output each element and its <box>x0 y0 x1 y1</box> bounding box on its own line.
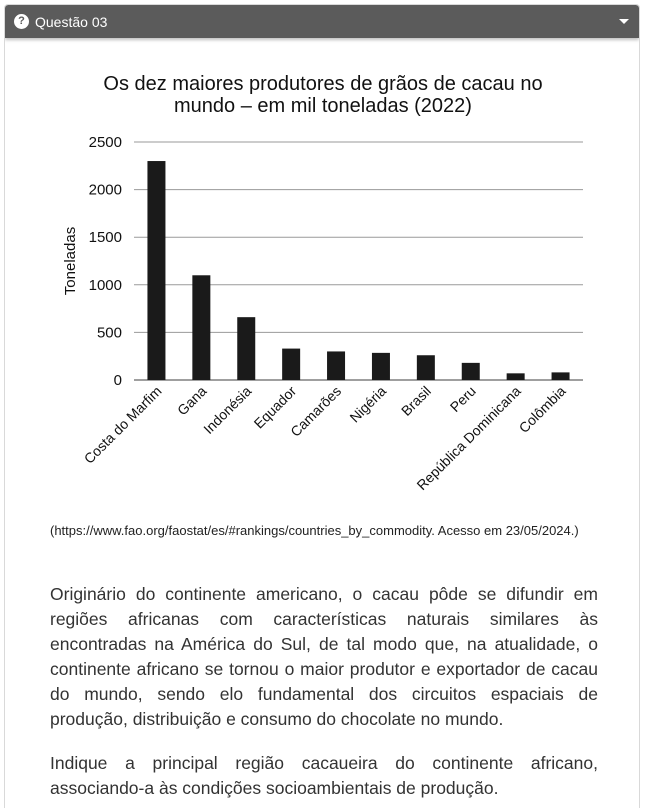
bar <box>327 351 346 380</box>
panel-title: Questão 03 <box>35 13 108 30</box>
y-tick-label: 2000 <box>89 182 122 199</box>
x-tick-label: Costa do Marfim <box>81 383 165 467</box>
bar <box>371 352 390 380</box>
bar <box>551 372 570 380</box>
bar <box>147 161 166 380</box>
x-tick-label: Peru <box>447 383 479 415</box>
x-tick-label: Brasil <box>398 383 434 419</box>
x-tick-label: Colômbia <box>516 383 569 436</box>
x-tick-label: Nigéria <box>346 383 389 426</box>
bar <box>237 317 256 380</box>
x-tick-label: Indonésia <box>200 383 254 437</box>
bar <box>461 362 480 380</box>
bar-chart: Os dez maiores produtores de grãos de ca… <box>62 73 583 493</box>
bar <box>416 355 435 380</box>
bar <box>192 275 211 380</box>
y-axis-label: Toneladas <box>62 227 79 295</box>
question-prompt-text: Indique a principal região cacaueira do … <box>50 753 598 798</box>
chart-title-line: Os dez maiores produtores de grãos de ca… <box>103 73 542 95</box>
question-panel: ? Questão 03 <box>4 4 640 808</box>
x-tick-label: Gana <box>174 383 210 419</box>
bar <box>282 348 301 380</box>
panel-header[interactable]: ? Questão 03 <box>5 5 639 38</box>
y-tick-label: 2500 <box>89 134 122 151</box>
y-tick-label: 1000 <box>89 277 122 294</box>
caret-down-icon[interactable] <box>619 19 629 24</box>
y-tick-label: 0 <box>114 372 122 389</box>
bar <box>506 373 525 380</box>
chart-title-line: mundo – em mil toneladas (2022) <box>174 95 472 117</box>
y-tick-label: 1500 <box>89 229 122 246</box>
source-citation: (https://www.fao.org/faostat/es/#ranking… <box>50 523 579 538</box>
question-circle-icon: ? <box>14 14 29 29</box>
y-tick-label: 500 <box>97 324 122 341</box>
question-context-text: Originário do continente americano, o ca… <box>50 584 598 729</box>
